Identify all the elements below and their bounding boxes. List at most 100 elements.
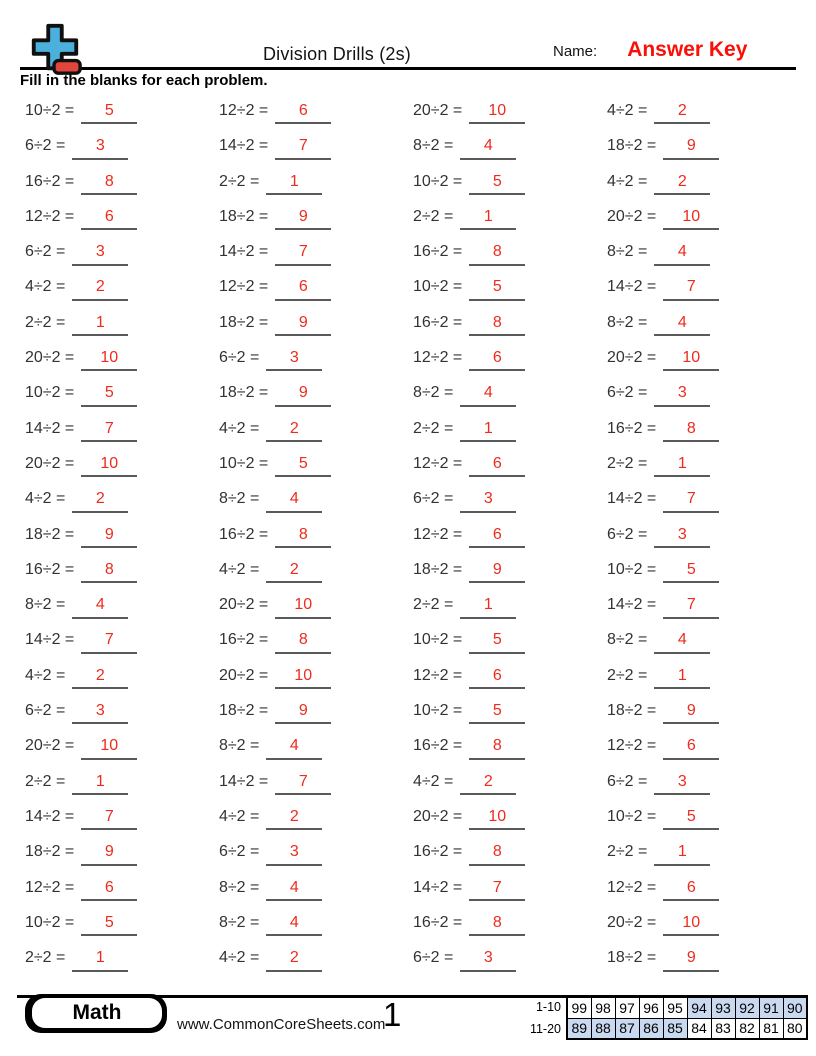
answer-value: 5	[104, 384, 114, 402]
problem-question: 6÷2 =	[219, 843, 260, 861]
answer-blank: 10	[275, 596, 332, 619]
answer-blank: 8	[275, 631, 332, 654]
problem: 4÷2 = 2	[219, 942, 413, 977]
problem: 6÷2 = 3	[219, 342, 413, 377]
problem: 2÷2 = 1	[25, 766, 219, 801]
problem-question: 20÷2 =	[25, 737, 75, 755]
problem: 14÷2 = 7	[25, 624, 219, 659]
answer-blank: 1	[72, 773, 129, 796]
grading-row: 99 98 97 96 95 94 93 92 91 90	[566, 996, 808, 1019]
answer-value: 3	[483, 490, 493, 508]
problem: 8÷2 = 4	[219, 730, 413, 765]
answer-blank: 9	[469, 561, 526, 584]
answer-blank: 10	[663, 208, 720, 231]
answer-value: 1	[95, 313, 105, 331]
problem-question: 10÷2 =	[607, 807, 657, 825]
problem-question: 20÷2 =	[607, 207, 657, 225]
answer-blank: 9	[81, 526, 138, 548]
grading-score-cell: 93	[710, 996, 736, 1019]
answer-blank: 4	[654, 313, 711, 337]
problem: 4÷2 = 2	[25, 271, 219, 306]
answer-value: 6	[492, 666, 502, 684]
answer-value: 4	[289, 878, 299, 896]
grading-score-cell: 92	[734, 996, 760, 1019]
grading-score-cell: 95	[662, 996, 688, 1019]
answer-value: 1	[483, 419, 493, 437]
answer-blank: 5	[81, 913, 138, 937]
answer-blank: 1	[460, 419, 517, 443]
answer-value: 3	[289, 843, 299, 861]
answer-blank: 10	[81, 349, 138, 372]
answer-value: 2	[289, 807, 299, 825]
grading-score-cell: 80	[782, 1017, 808, 1040]
answer-value: 1	[677, 843, 687, 861]
answer-key-text: Answer Key	[627, 38, 748, 61]
problem: 8÷2 = 4	[607, 236, 801, 271]
problem-column-4: 4÷2 = 2 18÷2 = 9 4÷2 = 2 20÷2 = 10 8÷2 = 4 14÷2 = 7…	[607, 95, 801, 977]
answer-blank: 4	[460, 384, 517, 407]
problem-question: 14÷2 =	[413, 878, 463, 896]
answer-value: 8	[298, 631, 308, 649]
problem-question: 16÷2 =	[413, 913, 463, 931]
answer-value: 4	[483, 384, 493, 402]
answer-value: 8	[104, 560, 114, 578]
problem: 8÷2 = 4	[25, 589, 219, 624]
plus-minus-logo-icon	[31, 23, 82, 75]
answer-value: 8	[104, 172, 114, 190]
problem: 16÷2 = 8	[413, 307, 607, 342]
answer-blank: 2	[654, 102, 711, 125]
answer-blank: 2	[266, 420, 323, 443]
answer-blank: 9	[663, 949, 720, 972]
answer-blank: 6	[469, 666, 526, 690]
problem-question: 20÷2 =	[219, 666, 269, 684]
answer-value: 3	[95, 243, 105, 261]
answer-blank: 6	[663, 879, 720, 901]
problem-question: 2÷2 =	[413, 207, 454, 225]
problem: 16÷2 = 8	[413, 836, 607, 871]
answer-value: 2	[95, 278, 105, 296]
problem: 4÷2 = 2	[219, 554, 413, 589]
answer-value: 5	[104, 913, 114, 931]
answer-blank: 10	[469, 102, 526, 125]
answer-value: 9	[104, 843, 114, 861]
problem-question: 10÷2 =	[413, 172, 463, 190]
problem-question: 10÷2 =	[25, 102, 75, 119]
answer-blank: 1	[72, 313, 129, 337]
problem: 12÷2 = 6	[219, 95, 413, 130]
problem: 14÷2 = 7	[413, 872, 607, 907]
problem-question: 8÷2 =	[219, 490, 260, 508]
problem: 6÷2 = 3	[413, 942, 607, 977]
minus-icon	[52, 58, 82, 75]
problem-question: 18÷2 =	[607, 702, 657, 720]
problem: 20÷2 = 10	[607, 342, 801, 377]
problem-question: 20÷2 =	[25, 349, 75, 367]
problem: 20÷2 = 10	[25, 730, 219, 765]
answer-value: 7	[298, 137, 308, 155]
problem: 8÷2 = 4	[413, 130, 607, 165]
answer-blank: 3	[72, 702, 129, 725]
answer-value: 6	[492, 454, 502, 472]
answer-blank: 6	[469, 349, 526, 372]
answer-blank: 7	[663, 596, 720, 619]
answer-value: 2	[289, 560, 299, 578]
answer-value: 6	[298, 278, 308, 296]
problem: 20÷2 = 10	[607, 201, 801, 236]
answer-blank: 1	[72, 949, 129, 972]
problem-question: 14÷2 =	[25, 419, 75, 437]
problem-question: 6÷2 =	[607, 525, 648, 543]
answer-blank: 9	[275, 384, 332, 407]
problem: 14÷2 = 7	[607, 483, 801, 518]
problem: 12÷2 = 6	[413, 448, 607, 483]
answer-value: 3	[677, 525, 687, 543]
answer-blank: 7	[275, 243, 332, 266]
problem: 14÷2 = 7	[25, 801, 219, 836]
problem: 16÷2 = 8	[413, 907, 607, 942]
grading-table: 1-10 11-20 99 98 97 96 95 94 93 92 91 90 89 88 87 86 85…	[530, 996, 808, 1040]
answer-blank: 2	[72, 490, 129, 513]
problem: 6÷2 = 3	[607, 766, 801, 801]
problem: 10÷2 = 5	[413, 624, 607, 659]
problem-question: 2÷2 =	[413, 419, 454, 437]
answer-value: 4	[677, 313, 687, 331]
answer-value: 3	[95, 137, 105, 155]
